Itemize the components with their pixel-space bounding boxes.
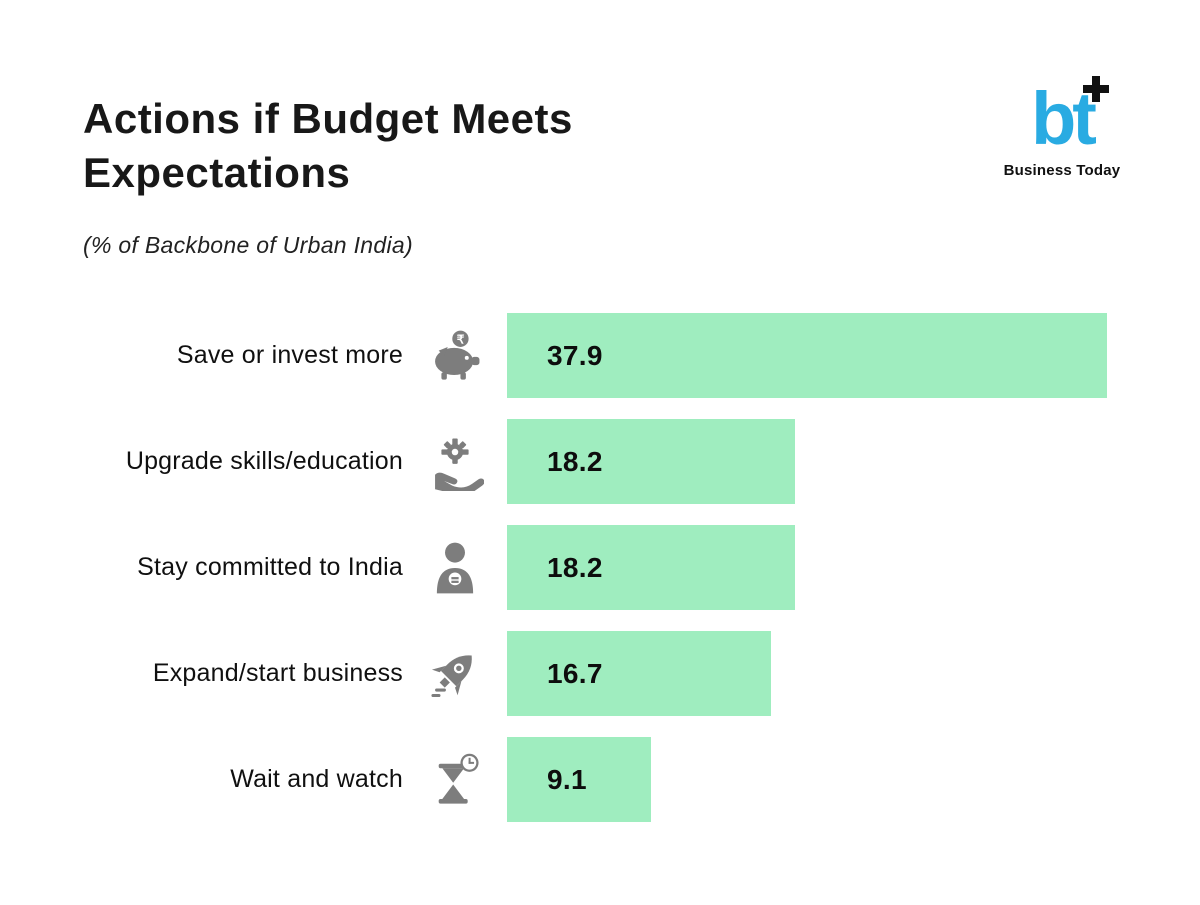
- piggy-bank-icon: ₹: [403, 327, 507, 385]
- chart-row: Expand/start business 16.7: [0, 631, 1200, 716]
- logo-caption: Business Today: [1003, 162, 1121, 179]
- bt-logo-letters: bt: [1031, 77, 1097, 160]
- bar-value-label: 9.1: [547, 763, 587, 795]
- bar-chart: Save or invest more ₹ 37.9 Upgrade sk: [0, 313, 1200, 822]
- bar-stay-committed: 18.2: [507, 525, 796, 610]
- header: Actions if Budget Meets Expectations (% …: [83, 92, 743, 259]
- chart-subtitle: (% of Backbone of Urban India): [83, 231, 413, 258]
- bar-upgrade-skills: 18.2: [507, 419, 796, 504]
- bar-value-label: 37.9: [547, 339, 603, 371]
- category-label: Stay committed to India: [137, 553, 403, 581]
- business-today-logo: bt Business Today: [1002, 76, 1122, 179]
- chart-row: Save or invest more ₹ 37.9: [0, 313, 1200, 398]
- bt-logo-icon: bt: [1031, 76, 1109, 156]
- bar-expand-business: 16.7: [507, 631, 772, 716]
- category-label: Wait and watch: [230, 765, 403, 793]
- person-icon: [403, 539, 507, 597]
- chart-row: Stay committed to India 18.2: [0, 525, 1200, 610]
- bar-wait-and-watch: 9.1: [507, 737, 652, 822]
- bar-value-label: 18.2: [547, 445, 603, 477]
- category-label: Expand/start business: [152, 659, 403, 687]
- category-label: Save or invest more: [176, 341, 403, 369]
- bar-value-label: 18.2: [547, 551, 603, 583]
- plus-icon: [1082, 76, 1109, 102]
- bar-save-or-invest: 37.9: [507, 313, 1107, 398]
- page-title: Actions if Budget Meets Expectations: [83, 95, 573, 196]
- rocket-icon: [403, 645, 507, 703]
- skills-gear-hand-icon: [403, 433, 507, 491]
- bar-value-label: 16.7: [547, 657, 603, 689]
- chart-row: Upgrade skills/education: [0, 419, 1200, 504]
- category-label: Upgrade skills/education: [125, 447, 403, 475]
- svg-text:₹: ₹: [457, 333, 465, 346]
- hourglass-clock-icon: [403, 751, 507, 809]
- chart-row: Wait and watch 9.1: [0, 737, 1200, 822]
